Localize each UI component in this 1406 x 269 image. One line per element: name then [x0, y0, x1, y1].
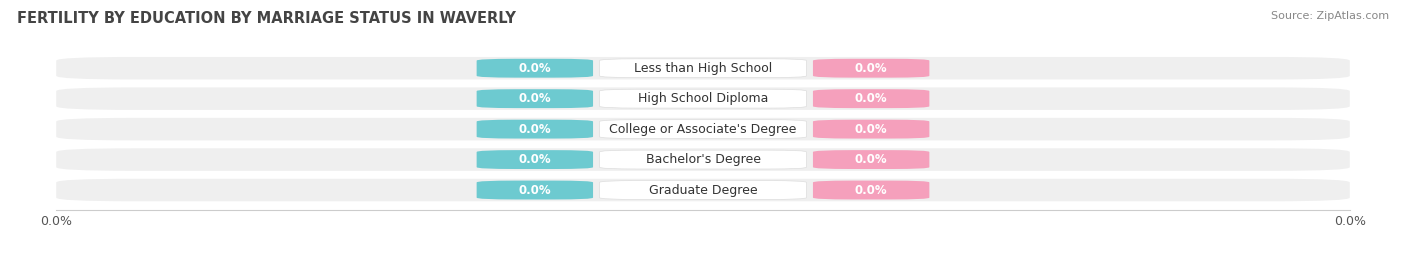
- FancyBboxPatch shape: [599, 180, 807, 200]
- Text: Bachelor's Degree: Bachelor's Degree: [645, 153, 761, 166]
- FancyBboxPatch shape: [56, 179, 1350, 201]
- FancyBboxPatch shape: [477, 120, 593, 139]
- FancyBboxPatch shape: [813, 180, 929, 200]
- FancyBboxPatch shape: [813, 89, 929, 108]
- Text: 0.0%: 0.0%: [855, 92, 887, 105]
- FancyBboxPatch shape: [56, 148, 1350, 171]
- Text: Graduate Degree: Graduate Degree: [648, 183, 758, 197]
- FancyBboxPatch shape: [477, 150, 593, 169]
- Text: FERTILITY BY EDUCATION BY MARRIAGE STATUS IN WAVERLY: FERTILITY BY EDUCATION BY MARRIAGE STATU…: [17, 11, 516, 26]
- Text: 0.0%: 0.0%: [519, 92, 551, 105]
- FancyBboxPatch shape: [813, 59, 929, 78]
- FancyBboxPatch shape: [813, 150, 929, 169]
- FancyBboxPatch shape: [477, 89, 593, 108]
- FancyBboxPatch shape: [599, 59, 807, 78]
- Text: Less than High School: Less than High School: [634, 62, 772, 75]
- Text: 0.0%: 0.0%: [855, 153, 887, 166]
- FancyBboxPatch shape: [813, 120, 929, 139]
- Text: 0.0%: 0.0%: [855, 183, 887, 197]
- Text: 0.0%: 0.0%: [519, 153, 551, 166]
- FancyBboxPatch shape: [56, 118, 1350, 140]
- Text: 0.0%: 0.0%: [519, 183, 551, 197]
- Text: College or Associate's Degree: College or Associate's Degree: [609, 123, 797, 136]
- Text: 0.0%: 0.0%: [855, 62, 887, 75]
- Text: 0.0%: 0.0%: [519, 62, 551, 75]
- FancyBboxPatch shape: [599, 120, 807, 139]
- FancyBboxPatch shape: [477, 180, 593, 200]
- FancyBboxPatch shape: [56, 57, 1350, 79]
- Text: Source: ZipAtlas.com: Source: ZipAtlas.com: [1271, 11, 1389, 21]
- Text: 0.0%: 0.0%: [519, 123, 551, 136]
- Text: 0.0%: 0.0%: [855, 123, 887, 136]
- FancyBboxPatch shape: [477, 59, 593, 78]
- FancyBboxPatch shape: [599, 89, 807, 108]
- FancyBboxPatch shape: [56, 87, 1350, 110]
- Text: High School Diploma: High School Diploma: [638, 92, 768, 105]
- FancyBboxPatch shape: [599, 150, 807, 169]
